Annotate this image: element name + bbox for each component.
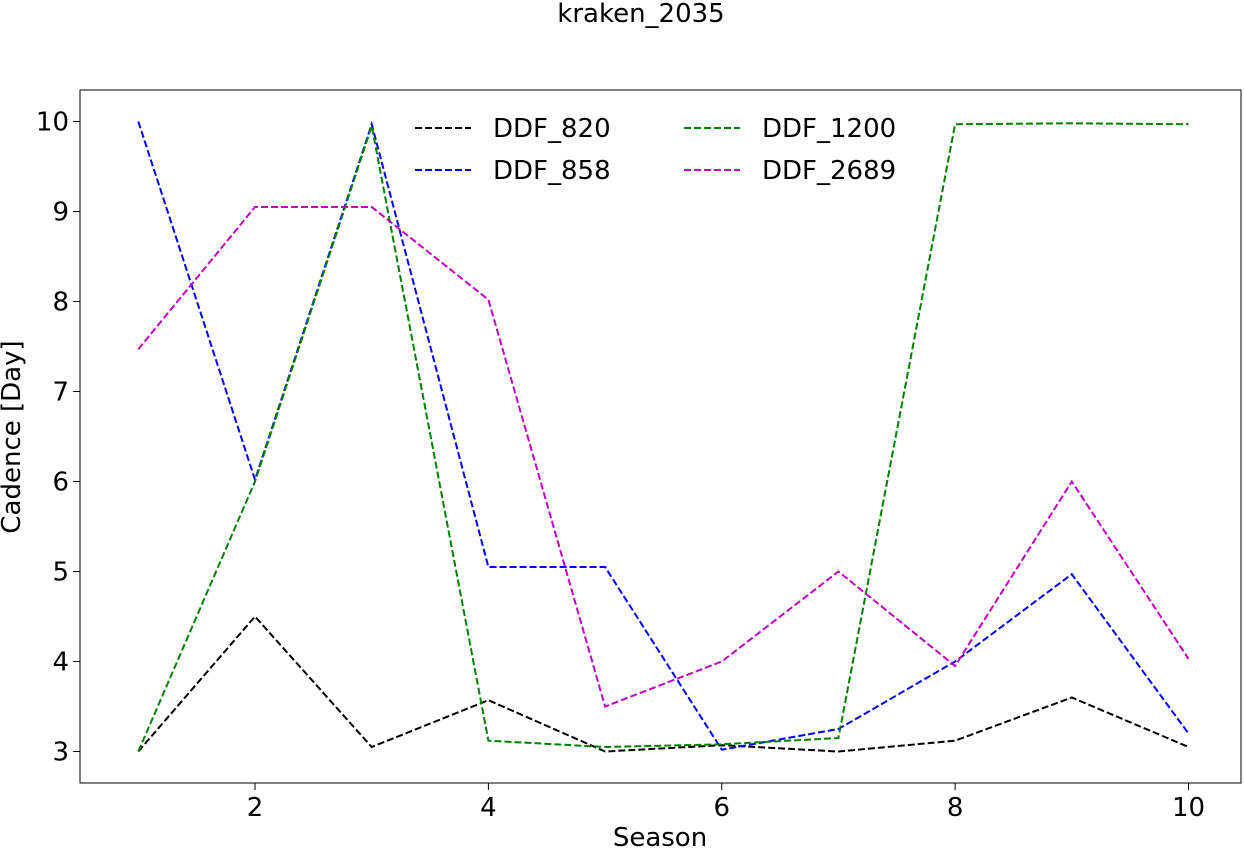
legend: DDF_820 DDF_858 DDF_1200 DDF_2689 — [415, 114, 896, 186]
x-tick-label: 8 — [947, 793, 964, 823]
y-tick-label: 6 — [52, 468, 69, 498]
y-tick-label: 8 — [52, 288, 69, 318]
legend-label: DDF_858 — [493, 156, 611, 186]
x-tick-label: 2 — [247, 793, 264, 823]
series-line-ddf-2689 — [137, 206, 1190, 708]
y-tick-label: 9 — [52, 198, 69, 228]
y-tick-label: 10 — [36, 108, 69, 138]
x-tick-label: 10 — [1172, 793, 1205, 823]
y-axis-ticks: 3 4 5 6 7 8 9 10 — [36, 108, 80, 768]
legend-label: DDF_2689 — [762, 156, 896, 186]
x-tick-label: 4 — [480, 793, 497, 823]
y-tick-label: 3 — [52, 738, 69, 768]
chart-title: kraken_2035 — [557, 0, 724, 29]
series-line-ddf-820 — [137, 614, 1189, 753]
series-line-ddf-1200 — [137, 122, 1189, 752]
y-tick-label: 4 — [52, 648, 69, 678]
series-lines — [137, 120, 1190, 753]
y-tick-label: 5 — [52, 558, 69, 588]
legend-label: DDF_1200 — [762, 114, 896, 144]
legend-label: DDF_820 — [493, 114, 611, 144]
y-axis-label: Cadence [Day] — [0, 340, 27, 533]
x-axis-label: Season — [613, 823, 707, 853]
x-axis-ticks: 2 4 6 8 10 — [247, 783, 1205, 823]
plot-area-frame — [79, 89, 1242, 784]
y-tick-label: 7 — [52, 378, 69, 408]
x-tick-label: 6 — [713, 793, 730, 823]
